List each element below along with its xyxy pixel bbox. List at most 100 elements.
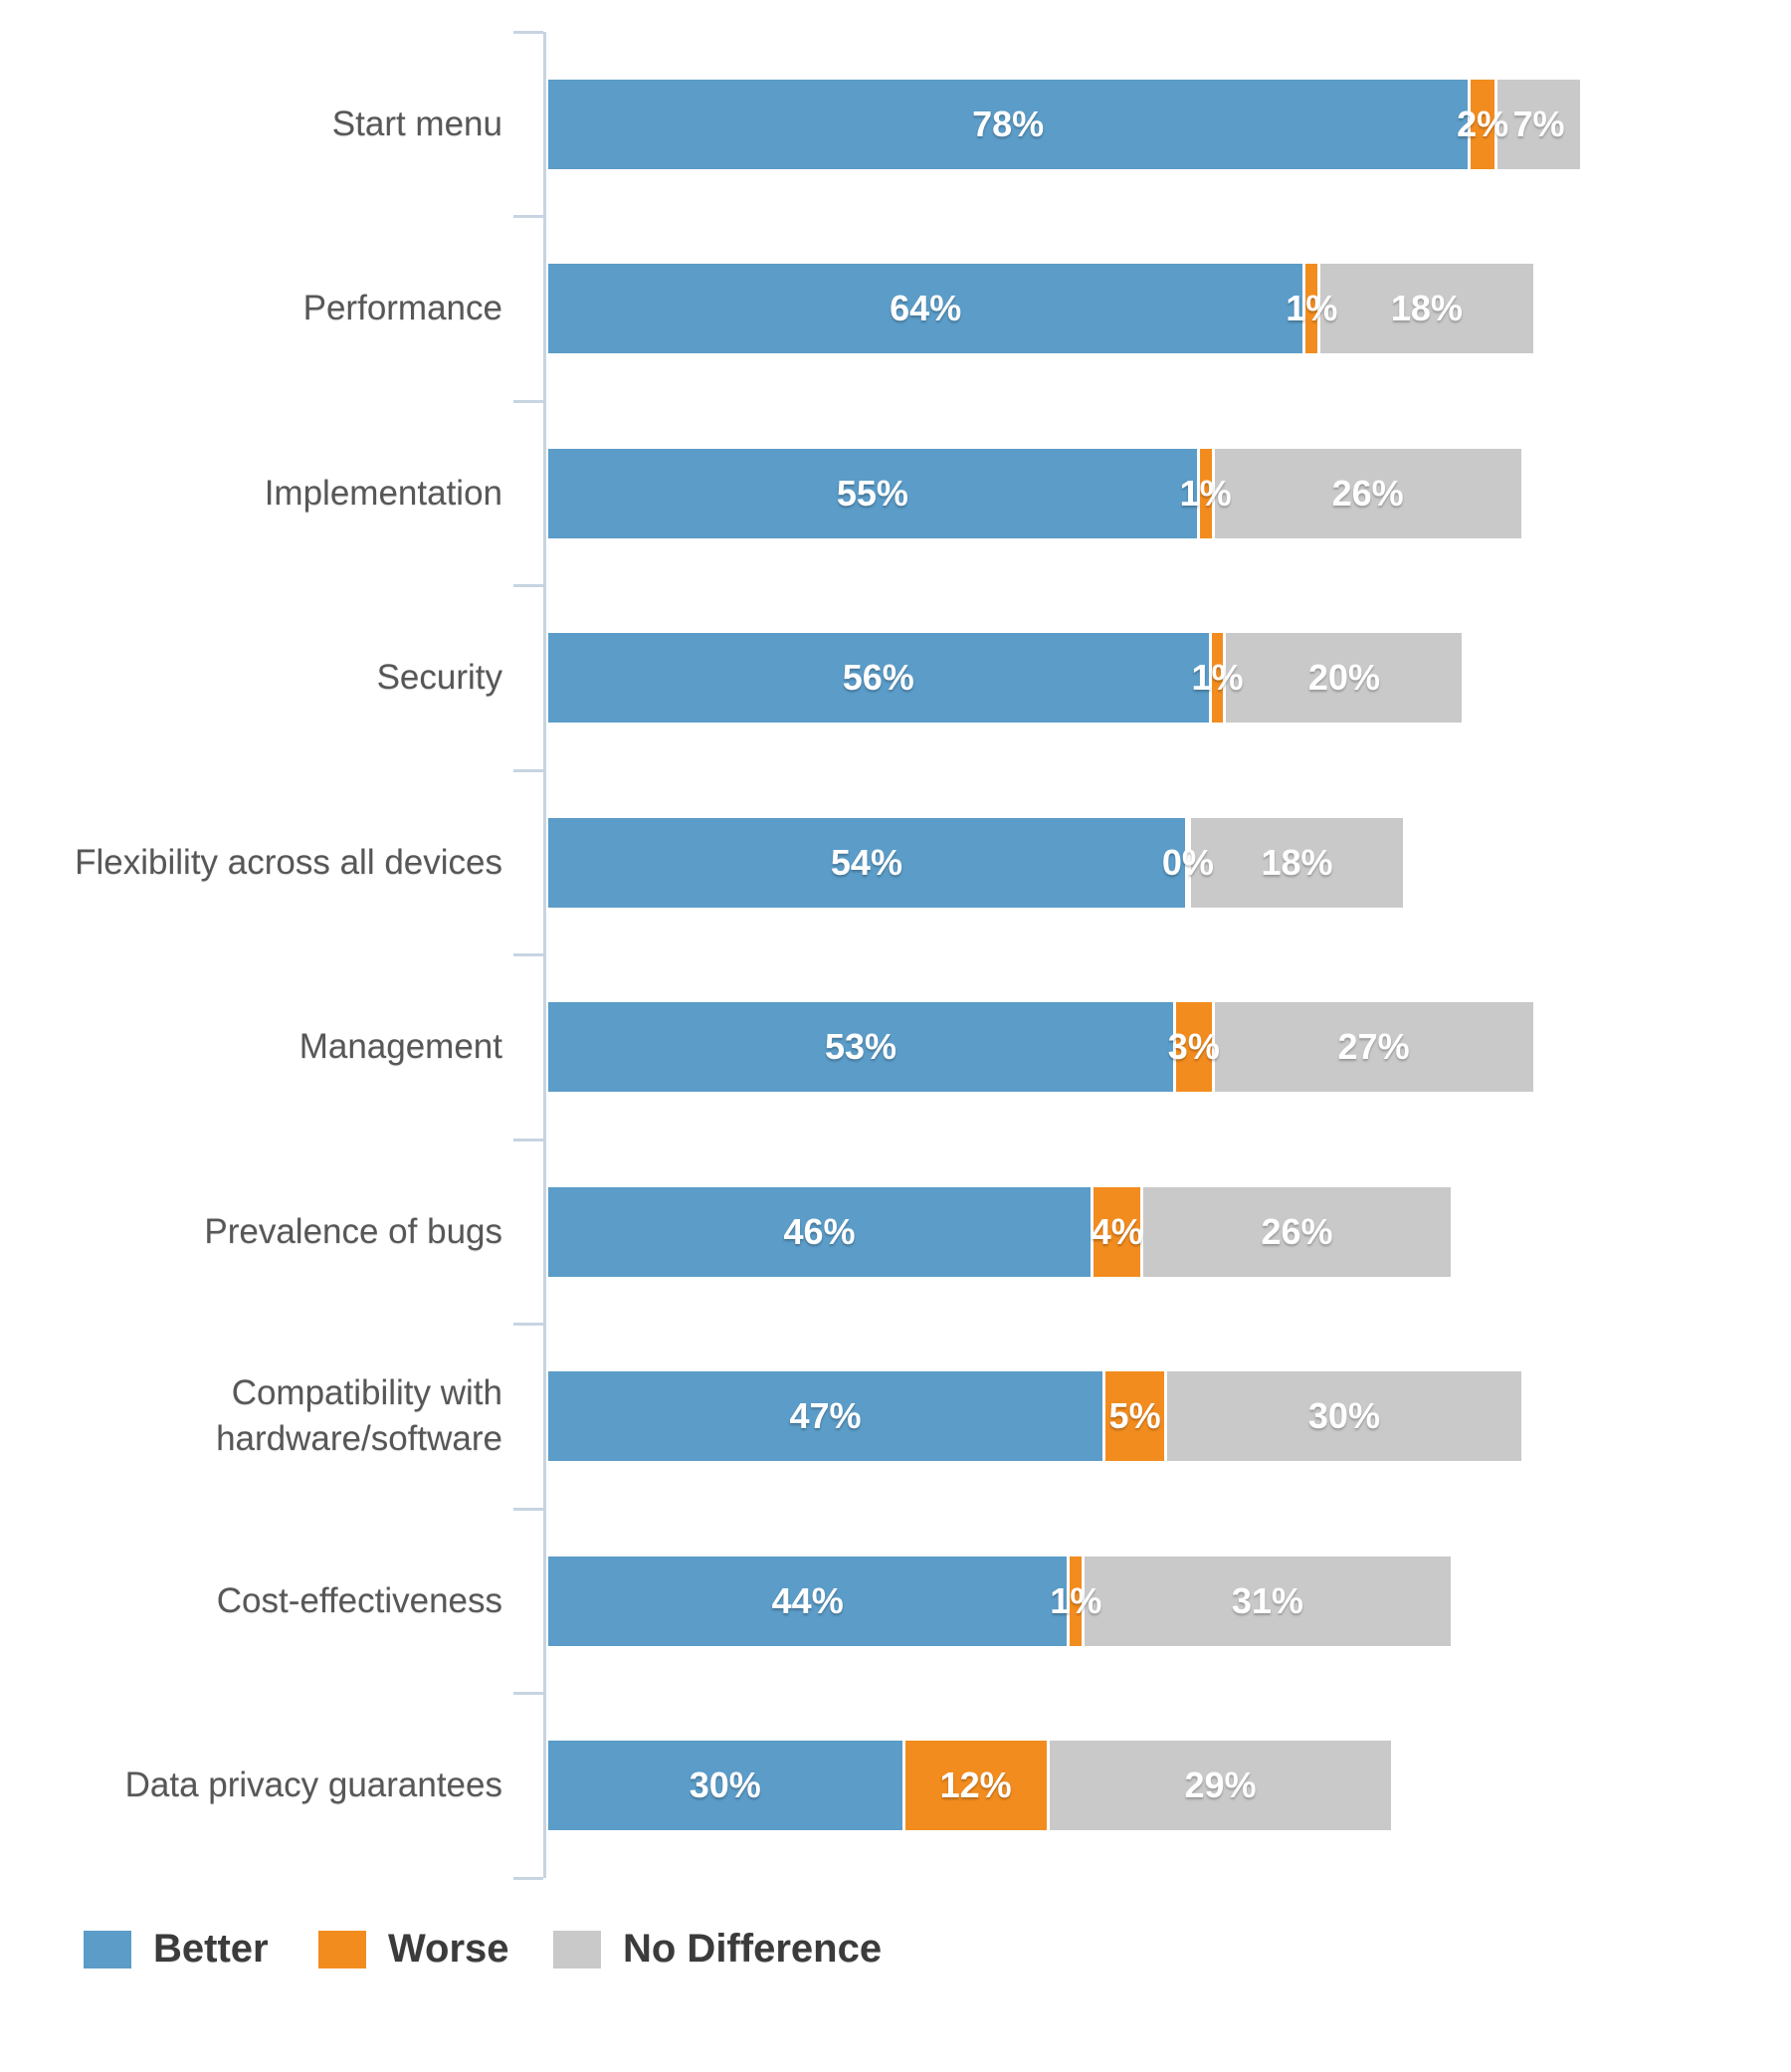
bar-segment-no-difference: 27%: [1214, 1002, 1533, 1093]
legend-label-no-difference: No Difference: [623, 1927, 883, 1970]
legend-item-worse: Worse: [318, 1927, 509, 1971]
category-label: Flexibility across all devices: [75, 842, 502, 882]
category-label: Management: [298, 1027, 502, 1067]
legend-label-worse: Worse: [388, 1927, 509, 1970]
bar-value-label: 26%: [1261, 1210, 1333, 1252]
axis-tick: [513, 768, 543, 772]
axis-tick: [513, 1323, 543, 1326]
axis-tick: [513, 30, 543, 34]
bar-segment-worse: 12%: [904, 1741, 1047, 1831]
bar-row: 53% 3% 27%: [548, 1002, 1533, 1093]
axis-tick: [513, 1876, 543, 1880]
bar-value-label: 31%: [1231, 1579, 1303, 1621]
bar-segment-worse: 3%: [1168, 1002, 1220, 1093]
bar-value-label: 20%: [1307, 657, 1380, 699]
axis-tick: [513, 1692, 543, 1695]
bar-value-label: 0%: [1161, 841, 1214, 883]
bar-value-label: 54%: [830, 841, 902, 883]
bar-value-label: 12%: [939, 1764, 1012, 1806]
bar-segment-no-difference: 7%: [1496, 79, 1580, 169]
bar-value-label: 27%: [1337, 1026, 1410, 1068]
bar-value-label: 47%: [789, 1395, 862, 1437]
category-label: Performance: [302, 289, 502, 328]
bar-segment-no-difference: 29%: [1049, 1741, 1392, 1831]
bar-value-label: 30%: [1307, 1395, 1380, 1437]
bar-row: 78% 2% 7%: [548, 79, 1580, 169]
bar-segment-no-difference: 30%: [1167, 1371, 1521, 1462]
bar-segment-no-difference: 26%: [1214, 448, 1521, 538]
bar-row: 55% 1% 26%: [548, 448, 1521, 538]
bar-segment-no-difference: 20%: [1226, 633, 1463, 724]
category-label: Implementation: [264, 473, 502, 513]
bar-value-label: 1%: [1050, 1579, 1102, 1621]
bar-segment-better: 46%: [548, 1186, 1092, 1277]
bar-value-label: 1%: [1286, 288, 1338, 329]
y-axis-line: [543, 32, 546, 1878]
bar-segment-better: 54%: [548, 817, 1185, 908]
bar-value-label: 3%: [1167, 1026, 1220, 1068]
axis-tick: [513, 399, 543, 403]
bar-value-label: 30%: [689, 1764, 761, 1806]
bar-value-label: 55%: [836, 472, 908, 514]
legend-label-better: Better: [153, 1927, 269, 1970]
category-label: Security: [376, 658, 502, 698]
bar-segment-no-difference: 31%: [1085, 1555, 1451, 1646]
bar-row: 56% 1% 20%: [548, 633, 1463, 724]
bar-segment-better: 53%: [548, 1002, 1174, 1093]
bar-segment-better: 64%: [548, 264, 1303, 354]
axis-tick: [513, 1138, 543, 1141]
bar-row: 46% 4% 26%: [548, 1186, 1451, 1277]
bar-segment-no-difference: 18%: [1190, 817, 1404, 908]
bar-segment-worse: 1%: [1180, 448, 1232, 538]
bar-value-label: 18%: [1261, 841, 1333, 883]
axis-tick: [513, 953, 543, 956]
bar-value-label: 29%: [1184, 1764, 1257, 1806]
bar-row: 44% 1% 31%: [548, 1555, 1451, 1646]
bar-value-label: 18%: [1390, 288, 1463, 329]
bar-segment-better: 47%: [548, 1371, 1102, 1462]
legend-item-better: Better: [84, 1927, 269, 1971]
bar-value-label: 44%: [771, 1579, 844, 1621]
bar-segment-worse: 1%: [1286, 264, 1337, 354]
bar-value-label: 7%: [1512, 103, 1565, 144]
bar-value-label: 78%: [972, 103, 1045, 144]
legend-swatch-worse: [318, 1930, 366, 1968]
category-label: Data privacy guarantees: [124, 1765, 502, 1805]
bar-value-label: 56%: [842, 657, 914, 699]
bar-segment-better: 30%: [548, 1741, 902, 1831]
bar-segment-worse: 2%: [1457, 79, 1508, 169]
bar-row: 47% 5% 30%: [548, 1371, 1521, 1462]
bar-value-label: 64%: [890, 288, 962, 329]
bar-segment-no-difference: 26%: [1143, 1186, 1451, 1277]
bar-segment-worse: 4%: [1091, 1186, 1143, 1277]
legend-item-no-difference: No Difference: [553, 1927, 882, 1971]
bar-segment-better: 55%: [548, 448, 1197, 538]
bar-value-label: 1%: [1191, 657, 1244, 699]
legend-swatch-no-difference: [553, 1930, 601, 1968]
bar-value-label: 26%: [1331, 472, 1404, 514]
bar-value-label: 53%: [824, 1026, 897, 1068]
bar-segment-worse: 1%: [1050, 1555, 1101, 1646]
bar-segment-better: 78%: [548, 79, 1469, 169]
axis-tick: [513, 584, 543, 587]
bar-segment-better: 56%: [548, 633, 1209, 724]
bar-row: 30% 12% 29%: [548, 1741, 1392, 1831]
category-label: Cost-effectiveness: [216, 1580, 502, 1620]
legend-swatch-better: [84, 1930, 131, 1968]
bar-value-label: 46%: [783, 1210, 856, 1252]
category-label: Start menu: [331, 104, 502, 143]
bar-row: 64% 1% 18%: [548, 264, 1533, 354]
bar-segment-no-difference: 18%: [1320, 264, 1533, 354]
axis-tick: [513, 215, 543, 218]
bar-row: 54% 0% 18%: [548, 817, 1404, 908]
bar-value-label: 1%: [1179, 472, 1232, 514]
bar-segment-worse: 5%: [1104, 1371, 1165, 1462]
bar-value-label: 5%: [1108, 1395, 1161, 1437]
bar-segment-worse: 1%: [1192, 633, 1244, 724]
bar-segment-better: 44%: [548, 1555, 1068, 1646]
bar-value-label: 4%: [1091, 1210, 1143, 1252]
bar-value-label: 2%: [1457, 103, 1509, 144]
category-label: Prevalence of bugs: [204, 1211, 502, 1251]
category-label: Compatibility with hardware/software: [216, 1373, 502, 1459]
